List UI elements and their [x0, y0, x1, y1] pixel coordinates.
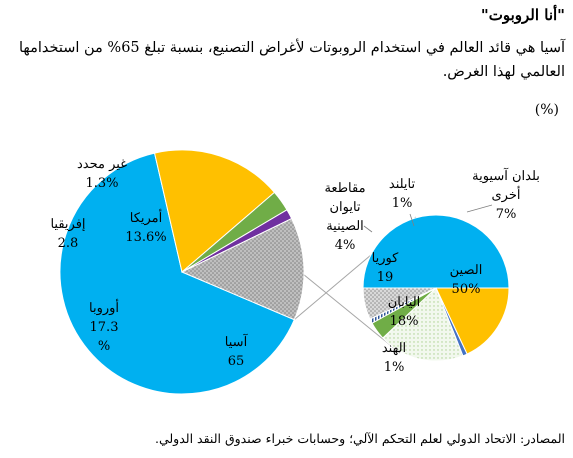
secondary-slice-other_asia	[362, 287, 437, 320]
secondary-label-other_asia: بلدان آسيوية أخرى 7%	[472, 167, 540, 222]
secondary-label-thailand: تايلند 1%	[389, 177, 416, 211]
main-slice-asia	[59, 152, 295, 395]
source-note: المصادر: الاتحاد الدولي لعلم التحكم الآل…	[154, 431, 565, 446]
secondary-label-china: الصين 50%	[450, 263, 483, 297]
main-label-africa: إفريقيا 2.8	[50, 217, 85, 251]
main-label-europe: أوروبا 17.3%	[89, 299, 119, 354]
secondary-label-japan: اليابان 18%	[388, 295, 421, 329]
unit-label: (%)	[534, 102, 559, 118]
leader-line-2	[466, 204, 493, 213]
secondary-label-korea: كوريا 19	[372, 251, 400, 285]
main-pie	[59, 149, 305, 395]
main-label-asia: آسيا 65	[225, 333, 249, 369]
main-label-unspecified: غير محدد 1.3%	[77, 157, 127, 191]
secondary-slice-china	[362, 214, 510, 289]
leader-line-0	[409, 213, 415, 227]
leader-line-1	[363, 225, 373, 233]
slice-labels: آسيا 65 أوروبا 17.3 % إفريقيا 2.8 غير محدد 1.3% أ…	[50, 157, 539, 375]
main-slice-europe	[153, 149, 276, 273]
page-title: "أنا الروبوت"	[480, 6, 565, 24]
secondary-pie	[362, 214, 510, 362]
secondary-slice-japan	[435, 287, 510, 355]
secondary-slice-korea	[382, 287, 464, 362]
main-slice-americas	[180, 217, 305, 321]
secondary-label-india: الهند 1%	[382, 341, 406, 375]
secondary-label-taiwan: مقاطعة تايوان الصينية 4%	[324, 181, 365, 253]
main-label-americas: أمريكا 13.6%	[125, 209, 166, 245]
page-subtitle: آسيا هي قائد العالم في استخدام الروبوتات…	[18, 40, 565, 80]
